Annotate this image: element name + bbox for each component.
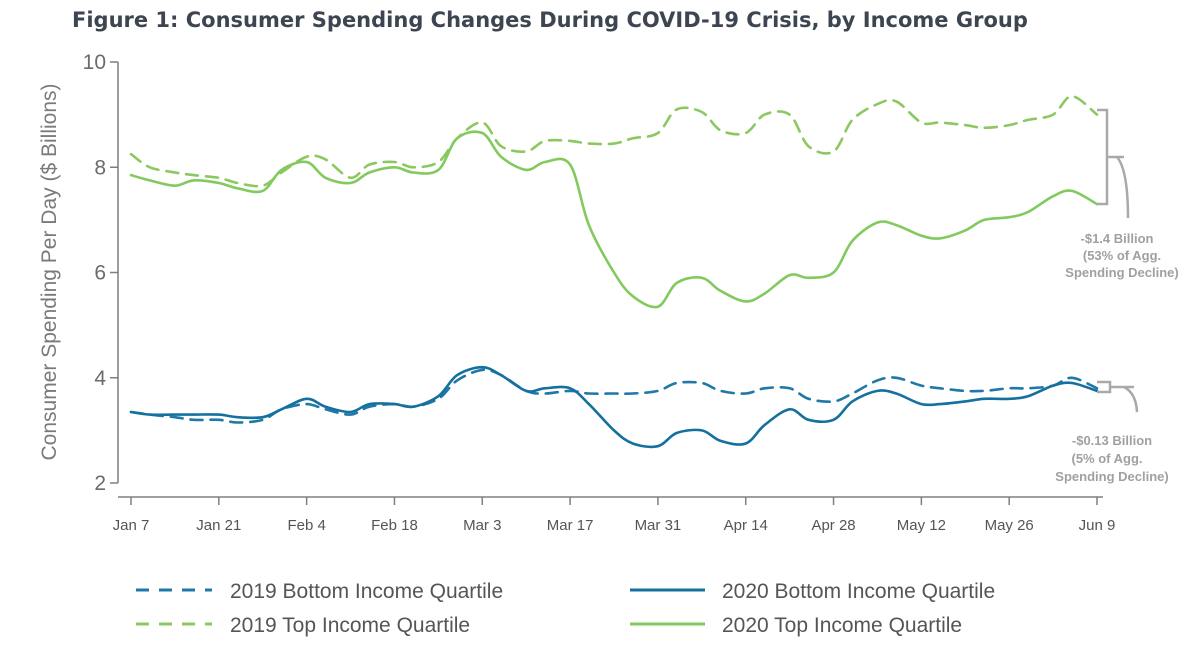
annotation-top-line-1: -$1.4 Billion [1081,231,1154,246]
legend-item-2019-top: 2019 Top Income Quartile [136,614,470,637]
y-axis-label: Consumer Spending Per Day ($ Billions) [38,83,61,460]
top-quartile-bracket [1097,108,1130,219]
legend-label: 2020 Bottom Income Quartile [722,580,995,603]
x-tick-label: Mar 3 [463,517,501,534]
x-tick-label: Apr 28 [811,517,855,534]
legend-label: 2019 Bottom Income Quartile [230,580,503,603]
y-tick-label: 6 [94,262,106,285]
series-line-2019-bottom-income-quartile [129,368,1099,424]
x-tick-label: May 12 [897,517,946,534]
series-line-2020-bottom-income-quartile [129,365,1099,449]
annotation-bottom-line-3: Spending Decline) [1055,469,1168,484]
x-tick-label: Mar 17 [547,517,594,534]
legend: 2019 Bottom Income Quartile 2019 Top Inc… [136,580,995,637]
series-line-2019-top-income-quartile [129,94,1099,188]
x-tick-label: Apr 14 [724,517,768,534]
x-tick-label: Jun 9 [1079,517,1116,534]
series-line-2020-top-income-quartile [129,130,1099,309]
y-axis-ticks: 2 4 6 8 10 [83,51,118,495]
y-tick-label: 10 [83,51,106,74]
x-axis-ticks: Jan 7 Jan 21 Feb 4 Feb 18 Mar 3 Mar 17 Mar 31 A… [113,497,1116,534]
y-tick-label: 8 [94,156,106,179]
x-tick-label: May 26 [985,517,1034,534]
legend-item-2020-top: 2020 Top Income Quartile [630,614,962,637]
annotation-bottom-line-2: (5% of Agg. [1071,451,1142,466]
x-tick-label: Feb 18 [371,517,418,534]
x-tick-label: Feb 4 [287,517,325,534]
legend-item-2020-bottom: 2020 Bottom Income Quartile [630,580,995,603]
bottom-quartile-bracket [1097,380,1139,413]
annotation-bottom-line-1: -$0.13 Billion [1072,433,1152,448]
legend-label: 2020 Top Income Quartile [722,614,962,637]
annotation-bottom-quartile: -$0.13 Billion (5% of Agg. Spending Decl… [1055,433,1168,484]
annotation-top-line-2: (53% of Agg. [1083,248,1161,263]
y-tick-label: 2 [94,472,106,495]
legend-label: 2019 Top Income Quartile [230,614,470,637]
x-tick-label: Jan 7 [113,517,150,534]
series-lines [129,94,1099,449]
annotation-top-line-3: Spending Decline) [1065,265,1178,280]
x-tick-label: Jan 21 [196,517,241,534]
chart-title: Figure 1: Consumer Spending Changes Duri… [72,8,1028,32]
legend-item-2019-bottom: 2019 Bottom Income Quartile [136,580,503,603]
x-tick-label: Mar 31 [635,517,682,534]
annotation-top-quartile: -$1.4 Billion (53% of Agg. Spending Decl… [1065,231,1178,280]
y-tick-label: 4 [94,367,106,390]
